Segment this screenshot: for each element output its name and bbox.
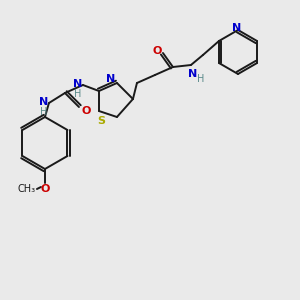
Text: CH₃: CH₃ — [18, 184, 36, 194]
Text: O: O — [40, 184, 50, 194]
Text: N: N — [188, 69, 198, 79]
Text: N: N — [106, 74, 116, 84]
Text: N: N — [73, 79, 83, 89]
Text: H: H — [197, 74, 205, 84]
Text: O: O — [152, 46, 162, 56]
Text: O: O — [81, 106, 91, 116]
Text: N: N — [232, 23, 242, 33]
Text: H: H — [74, 89, 82, 99]
Text: H: H — [40, 107, 48, 117]
Text: N: N — [39, 97, 49, 107]
Text: S: S — [97, 116, 105, 126]
